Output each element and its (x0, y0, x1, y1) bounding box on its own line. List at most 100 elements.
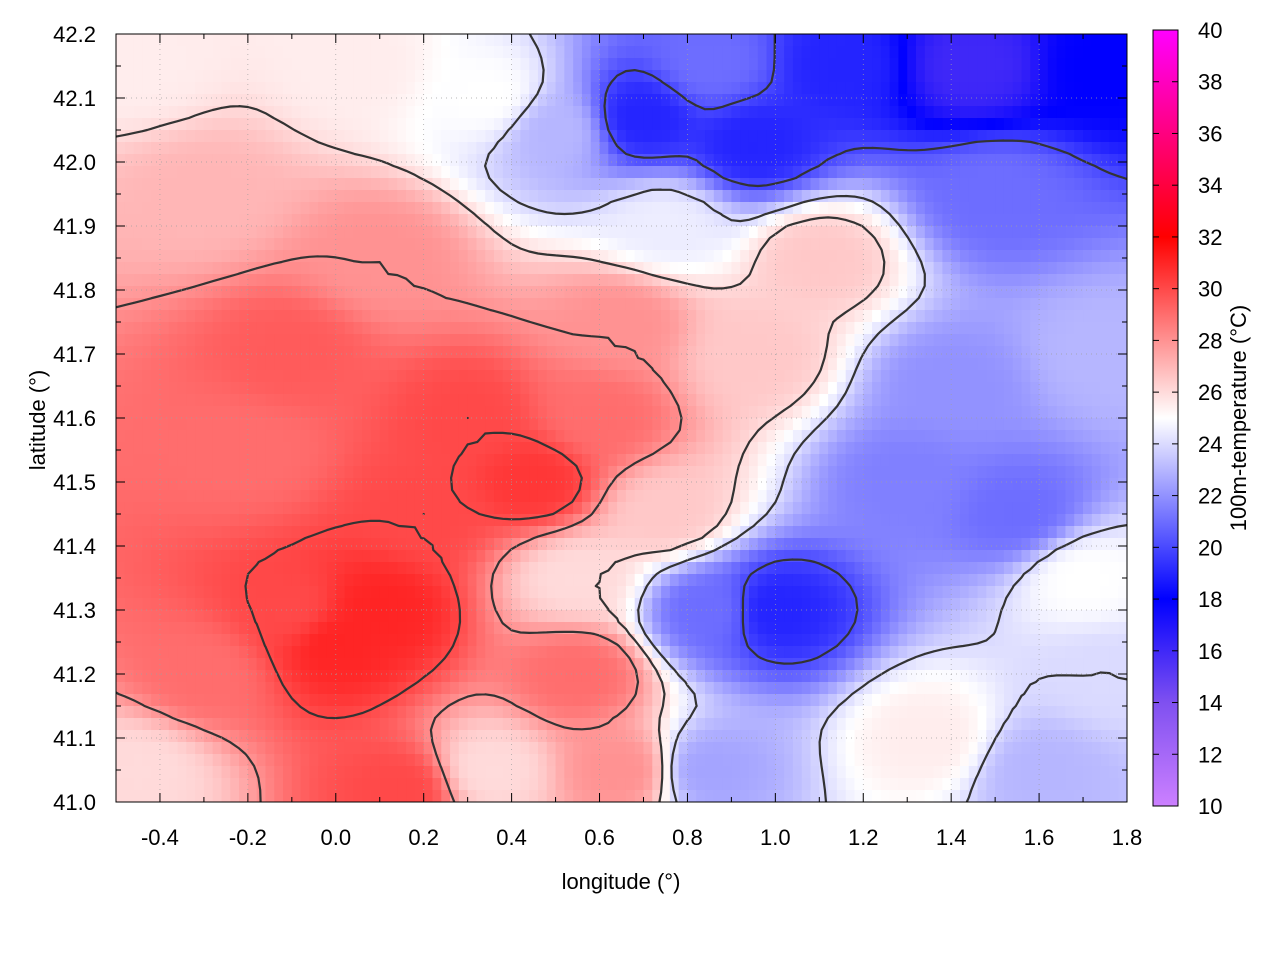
field-cell (617, 82, 627, 95)
field-cell (239, 46, 249, 59)
field-cell (221, 46, 231, 59)
field-cell (907, 250, 917, 263)
field-cell (353, 94, 363, 107)
field-cell (836, 142, 847, 155)
field-cell (959, 310, 970, 323)
field-cell (494, 430, 504, 443)
field-cell (168, 478, 179, 491)
field-cell (230, 550, 240, 563)
field-cell (335, 322, 346, 335)
field-cell (168, 70, 179, 83)
field-cell (326, 262, 337, 275)
field-cell (537, 334, 548, 347)
field-cell (159, 418, 170, 431)
field-cell (203, 166, 214, 179)
field-cell (819, 358, 829, 371)
field-cell (889, 466, 900, 479)
field-cell (845, 466, 856, 479)
field-cell (1056, 454, 1067, 467)
field-cell (186, 454, 196, 467)
field-cell (414, 106, 425, 119)
field-cell (828, 82, 838, 95)
field-cell (854, 154, 864, 167)
field-cell (388, 430, 398, 443)
field-cell (124, 46, 135, 59)
field-cell (863, 430, 873, 443)
field-cell (186, 94, 196, 107)
field-cell (344, 466, 354, 479)
field-cell (845, 58, 856, 71)
field-cell (318, 382, 328, 395)
field-cell (370, 106, 381, 119)
field-cell (291, 430, 302, 443)
field-cell (1012, 202, 1023, 215)
field-cell (529, 454, 539, 467)
field-cell (933, 478, 943, 491)
field-cell (300, 442, 311, 455)
field-cell (406, 94, 416, 107)
field-cell (502, 514, 513, 527)
field-cell (828, 394, 838, 407)
field-cell (757, 226, 768, 239)
field-cell (537, 286, 548, 299)
field-cell (573, 130, 583, 143)
field-cell (722, 34, 732, 47)
field-cell (1091, 202, 1102, 215)
field-cell (968, 346, 979, 359)
field-cell (1118, 214, 1127, 227)
field-cell (907, 226, 917, 239)
field-cell (1056, 274, 1067, 287)
field-cell (221, 466, 231, 479)
field-cell (537, 274, 548, 287)
field-cell (502, 166, 513, 179)
field-cell (265, 334, 275, 347)
field-cell (1012, 334, 1023, 347)
field-cell (1109, 370, 1119, 383)
field-cell (959, 442, 970, 455)
field-cell (441, 190, 451, 203)
field-cell (722, 370, 732, 383)
field-cell (537, 466, 548, 479)
field-cell (564, 238, 574, 251)
field-cell (397, 298, 407, 311)
field-cell (669, 370, 680, 383)
field-cell (924, 454, 935, 467)
field-cell (467, 370, 478, 383)
field-cell (467, 250, 478, 263)
field-cell (1118, 286, 1127, 299)
field-cell (476, 298, 486, 311)
field-cell (256, 286, 267, 299)
field-cell (757, 166, 768, 179)
field-cell (476, 226, 486, 239)
field-cell (124, 466, 135, 479)
field-cell (1118, 118, 1127, 131)
field-cell (792, 274, 803, 287)
field-cell (283, 94, 293, 107)
field-cell (318, 322, 328, 335)
field-cell (608, 130, 618, 143)
field-cell (388, 154, 398, 167)
field-cell (177, 238, 187, 251)
field-cell (458, 526, 469, 539)
field-cell (573, 382, 583, 395)
field-cell (458, 442, 469, 455)
field-cell (863, 310, 873, 323)
field-cell (608, 538, 618, 551)
field-cell (494, 250, 504, 263)
field-cell (1039, 394, 1049, 407)
field-cell (581, 466, 592, 479)
field-cell (766, 250, 776, 263)
field-cell (247, 250, 258, 263)
field-cell (652, 502, 662, 515)
field-cell (608, 238, 618, 251)
field-cell (652, 298, 662, 311)
field-cell (265, 202, 275, 215)
field-cell (942, 322, 952, 335)
field-cell (159, 226, 170, 239)
field-cell (388, 418, 398, 431)
field-cell (1074, 358, 1084, 371)
field-cell (159, 478, 170, 491)
field-cell (617, 490, 627, 503)
field-cell (1030, 502, 1040, 515)
field-cell (968, 286, 979, 299)
